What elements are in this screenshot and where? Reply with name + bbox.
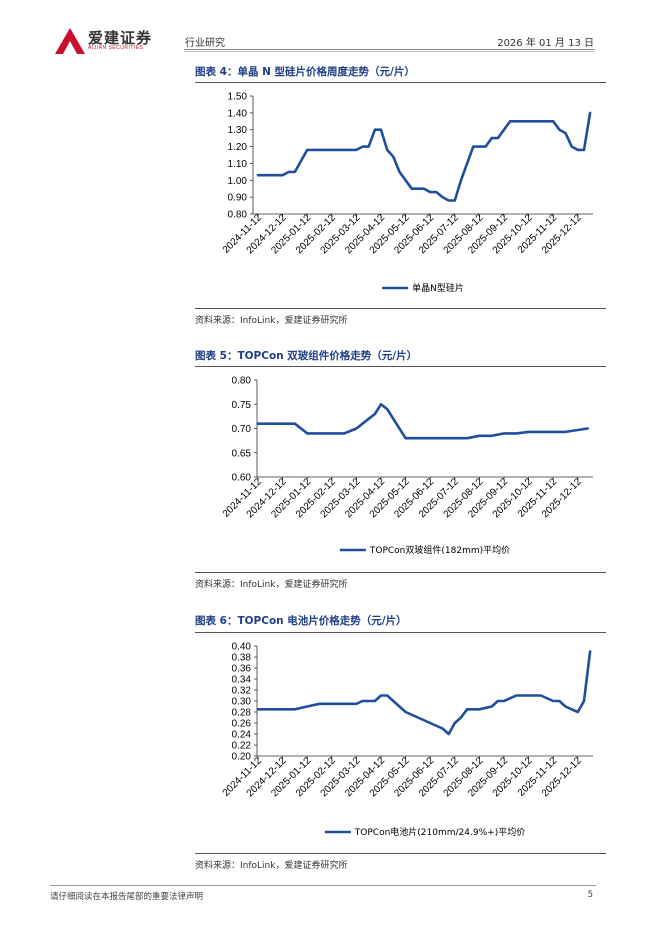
figure-4-title: 图表 4：单晶 N 型硅片价格周度走势（元/片） (195, 66, 415, 78)
y-tick-label: 0.20 (232, 752, 252, 763)
y-tick-label: 1.10 (228, 159, 248, 170)
y-tick-label: 0.28 (232, 708, 252, 719)
y-tick-label: 1.40 (228, 108, 248, 119)
figure-4-source: 资料来源：InfoLink，爱建证券研究所 (195, 316, 348, 326)
figure-6-chart: 0.400.380.360.340.320.300.280.260.240.22… (221, 642, 593, 838)
y-tick-label: 1.00 (228, 176, 248, 187)
header-divider (184, 49, 594, 50)
y-tick-label: 0.75 (232, 400, 252, 411)
y-tick-label: 0.32 (232, 686, 252, 697)
figure-5-top-rule (195, 366, 606, 367)
series-line (256, 650, 592, 736)
page-header: 爱建证券 AIJIAN SECURITIES 行业研究 2026 年 01 月 … (0, 0, 662, 54)
report-date: 2026 年 01 月 13 日 (497, 38, 594, 49)
y-tick-label: 0.26 (232, 719, 252, 730)
y-tick-label: 0.30 (232, 697, 252, 708)
y-tick-label: 1.20 (228, 142, 248, 153)
y-tick-label: 0.60 (232, 473, 252, 484)
figure-5-source: 资料来源：InfoLink，爱建证券研究所 (195, 580, 348, 590)
figure-4-top-rule (195, 82, 606, 83)
figure-4-bottom-rule (195, 308, 606, 309)
page-number: 5 (587, 890, 593, 900)
figure-4-chart: 1.501.401.301.201.101.000.900.802024-11-… (221, 92, 593, 294)
legal-disclaimer-note: 请仔细阅读在本报告尾部的重要法律声明 (50, 892, 204, 902)
y-tick-label: 0.80 (228, 210, 248, 221)
y-tick-label: 0.24 (232, 730, 252, 741)
y-tick-label: 0.90 (228, 193, 248, 204)
figure-5-chart: 0.800.750.700.650.602024-11-122024-12-12… (221, 376, 593, 556)
y-tick-label: 0.36 (232, 664, 252, 675)
y-tick-label: 0.65 (232, 448, 252, 459)
legend-label: TOPCon双玻组件(182mm)平均价 (369, 544, 510, 556)
legend-label: 单晶N型硅片 (412, 282, 464, 294)
legend-label: TOPCon电池片(210mm/24.9%+)平均价 (354, 826, 525, 838)
y-tick-label: 0.70 (232, 424, 252, 435)
figure-6-bottom-rule (195, 853, 606, 854)
report-category: 行业研究 (185, 38, 225, 49)
company-name-en: AIJIAN SECURITIES (88, 45, 144, 51)
figure-5-bottom-rule (195, 572, 606, 573)
figure-6-source: 资料来源：InfoLink，爱建证券研究所 (195, 861, 348, 871)
figure-6-top-rule (195, 632, 606, 633)
company-logo-icon (55, 28, 85, 54)
y-tick-label: 0.40 (232, 642, 252, 653)
y-tick-label: 0.22 (232, 741, 252, 752)
y-tick-label: 1.50 (228, 92, 248, 103)
series-line (256, 402, 589, 440)
figure-6-title: 图表 6：TOPCon 电池片价格走势（元/片） (195, 615, 407, 627)
y-tick-label: 0.34 (232, 675, 252, 686)
company-name: 爱建证券 (88, 29, 153, 47)
footer-divider (50, 885, 596, 886)
y-tick-label: 1.30 (228, 125, 248, 136)
series-line (256, 111, 592, 202)
y-tick-label: 0.38 (232, 653, 252, 664)
y-tick-label: 0.80 (232, 376, 252, 387)
figure-5-title: 图表 5：TOPCon 双玻组件价格走势（元/片） (195, 350, 418, 362)
header-divider-thin (184, 51, 594, 52)
